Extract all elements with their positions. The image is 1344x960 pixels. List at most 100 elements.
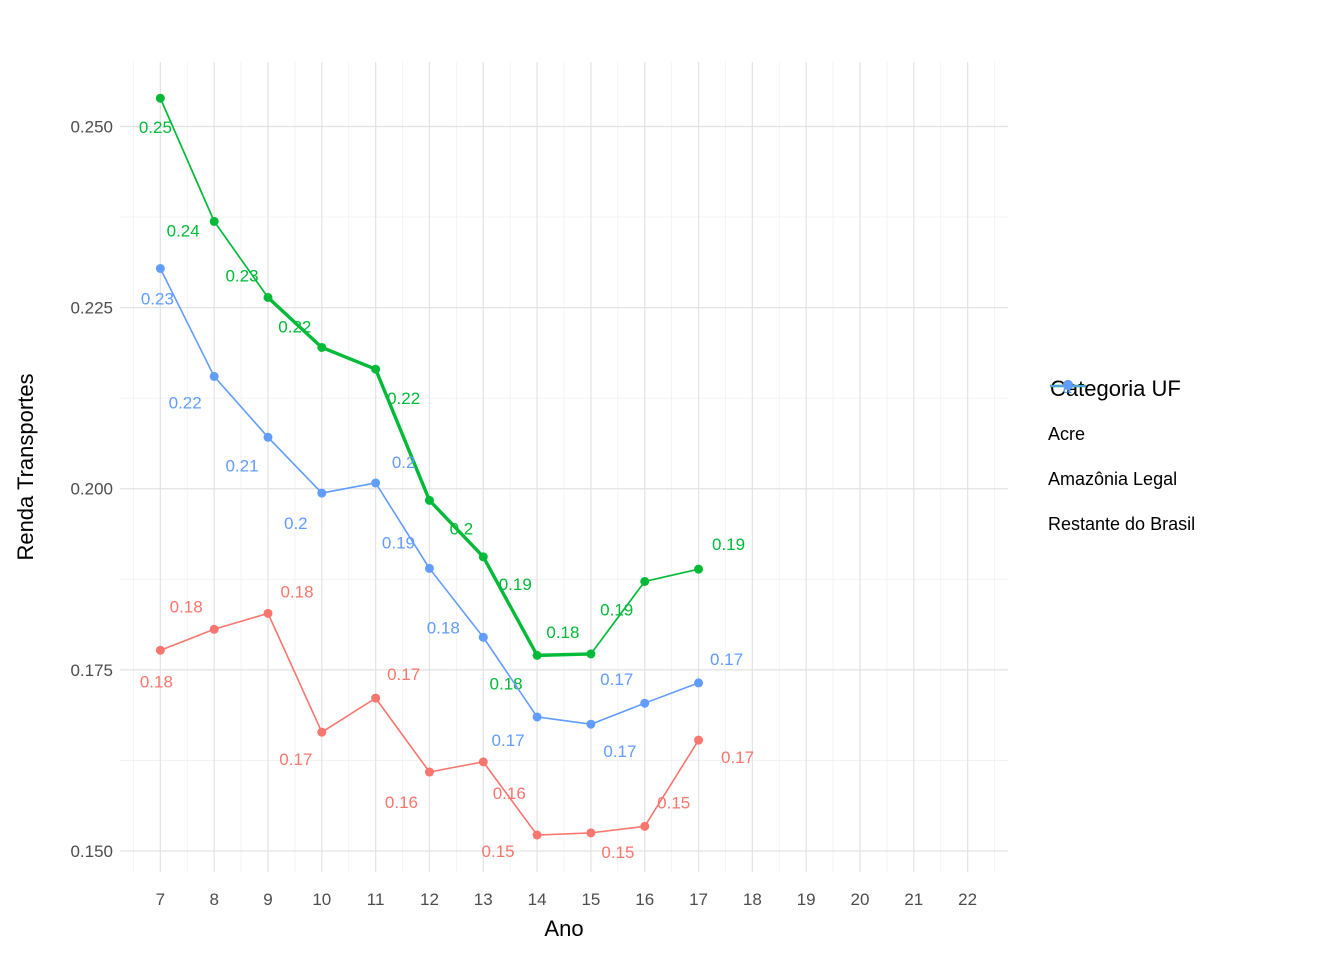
- data-point: [263, 292, 273, 302]
- data-point: [478, 552, 488, 562]
- data-point: [532, 830, 542, 840]
- data-point: [640, 698, 650, 708]
- data-point-label: 0.18: [170, 597, 203, 616]
- legend-item-Amazônia Legal: a Amazônia Legal: [1048, 380, 1195, 490]
- data-point: [640, 821, 650, 831]
- data-point-label: 0.18: [490, 674, 523, 693]
- data-point: [532, 712, 542, 722]
- data-point-label: 0.19: [382, 533, 415, 552]
- svg-text:a: a: [1063, 380, 1072, 397]
- data-point-label: 0.22: [169, 393, 202, 412]
- data-point-label: 0.19: [600, 600, 633, 619]
- data-point: [371, 364, 381, 374]
- data-point: [478, 757, 488, 767]
- data-point-label: 0.17: [710, 650, 743, 669]
- data-point-label: 0.17: [600, 670, 633, 689]
- x-tick-label: 19: [797, 890, 816, 909]
- x-tick-label: 13: [474, 890, 493, 909]
- data-point-label: 0.2: [392, 453, 416, 472]
- data-point-label: 0.16: [385, 793, 418, 812]
- data-point: [263, 608, 273, 618]
- data-point-label: 0.19: [499, 575, 532, 594]
- data-point: [155, 645, 165, 655]
- data-point: [209, 624, 219, 634]
- x-tick-label: 8: [209, 890, 218, 909]
- data-point: [317, 727, 327, 737]
- x-tick-label: 22: [958, 890, 977, 909]
- legend-item-Acre: a Acre: [1048, 380, 1195, 445]
- data-point: [424, 767, 434, 777]
- x-tick-label: 17: [689, 890, 708, 909]
- y-axis-title: Renda Transportes: [13, 373, 38, 561]
- x-tick-label: 15: [581, 890, 600, 909]
- y-tick-label: 0.200: [70, 480, 113, 499]
- data-point-label: 0.18: [280, 582, 313, 601]
- data-point: [640, 576, 650, 586]
- data-point: [424, 563, 434, 573]
- y-tick-label: 0.250: [70, 117, 113, 136]
- data-point-label: 0.15: [482, 842, 515, 861]
- x-tick-label: 16: [635, 890, 654, 909]
- legend-item-label: Amazônia Legal: [1048, 469, 1178, 489]
- data-point: [371, 478, 381, 488]
- data-point: [209, 216, 219, 226]
- data-point-label: 0.15: [601, 843, 634, 862]
- x-tick-label: 7: [156, 890, 165, 909]
- x-tick-label: 18: [743, 890, 762, 909]
- x-tick-label: 21: [904, 890, 923, 909]
- data-point: [424, 495, 434, 505]
- data-point: [371, 693, 381, 703]
- data-point-label: 0.17: [387, 665, 420, 684]
- data-point: [586, 828, 596, 838]
- x-axis-title: Ano: [544, 916, 584, 941]
- x-tick-label: 14: [528, 890, 547, 909]
- data-point-label: 0.17: [492, 731, 525, 750]
- legend-title: Categoria UF: [1050, 376, 1181, 401]
- data-point: [263, 432, 273, 442]
- data-point: [694, 564, 704, 574]
- data-point: [586, 649, 596, 659]
- data-point-label: 0.23: [225, 266, 258, 285]
- x-tick-label: 9: [263, 890, 272, 909]
- legend-item-label: Acre: [1048, 424, 1086, 444]
- x-tick-label: 11: [367, 890, 385, 909]
- data-point-label: 0.2: [450, 519, 474, 538]
- data-point-label: 0.22: [278, 317, 311, 336]
- data-point-label: 0.18: [546, 623, 579, 642]
- data-point-label: 0.17: [721, 748, 754, 767]
- data-point: [155, 93, 165, 103]
- data-point: [532, 650, 542, 660]
- legend-item-Restante do Brasil: a Restante do Brasil: [1048, 380, 1196, 535]
- data-point: [478, 632, 488, 642]
- x-tick-label: 12: [420, 890, 439, 909]
- data-point: [694, 678, 704, 688]
- data-point-label: 0.25: [139, 118, 172, 137]
- y-tick-label: 0.150: [70, 842, 113, 861]
- x-tick-label: 10: [312, 890, 331, 909]
- data-point: [586, 719, 596, 729]
- data-point-label: 0.18: [427, 618, 460, 637]
- data-point-label: 0.18: [140, 672, 173, 691]
- data-point: [155, 263, 165, 273]
- data-point: [317, 342, 327, 352]
- data-point: [317, 488, 327, 498]
- legend-item-label: Restante do Brasil: [1048, 514, 1196, 534]
- data-point-label: 0.17: [603, 742, 636, 761]
- data-point-label: 0.17: [279, 750, 312, 769]
- data-point: [694, 735, 704, 745]
- data-point-label: 0.21: [225, 456, 258, 475]
- data-point-label: 0.19: [712, 535, 745, 554]
- data-point-label: 0.23: [141, 289, 174, 308]
- legend-key-icon: a: [1050, 380, 1086, 397]
- data-point-label: 0.24: [167, 221, 200, 240]
- data-point-label: 0.15: [657, 793, 690, 812]
- data-point-label: 0.22: [387, 389, 420, 408]
- y-tick-label: 0.225: [70, 299, 113, 318]
- y-tick-label: 0.175: [70, 661, 113, 680]
- data-point-label: 0.2: [284, 514, 308, 533]
- data-point-label: 0.16: [493, 784, 526, 803]
